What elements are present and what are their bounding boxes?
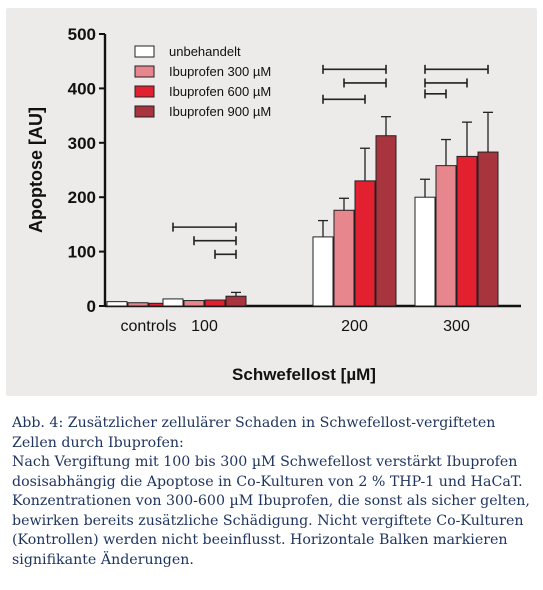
bar xyxy=(333,209,355,307)
bar xyxy=(477,151,499,307)
bar xyxy=(162,298,184,307)
figure-caption: Abb. 4: Zusätzlicher zellulärer Schaden … xyxy=(12,414,532,570)
caption-body: Nach Vergiftung mit 100 bis 300 µM Schwe… xyxy=(12,454,530,568)
x-axis-title: Schwefellost [µM] xyxy=(232,365,376,384)
y-tick-label: 200 xyxy=(68,188,96,207)
bar xyxy=(375,135,397,307)
y-axis-title: Apoptose [AU] xyxy=(26,107,46,233)
bar-chart: 0 100 200 300 400 500 controls 100 200 300 unbehan… xyxy=(26,25,521,384)
legend-swatch xyxy=(134,65,155,78)
legend-swatch xyxy=(134,45,155,58)
x-tick-label: 300 xyxy=(443,318,470,335)
bar xyxy=(106,301,128,307)
figure-panel: 0 100 200 300 400 500 controls 100 200 300 unbehan… xyxy=(6,8,537,396)
x-tick-label: 200 xyxy=(341,318,368,335)
y-tick-label: 100 xyxy=(68,243,96,262)
bar xyxy=(435,165,457,307)
y-tick-label: 400 xyxy=(68,79,96,98)
caption-title: Abb. 4: Zusätzlicher zellulärer Schaden … xyxy=(12,415,496,451)
legend-swatch xyxy=(134,85,155,98)
legend-label: Ibuprofen 300 µM xyxy=(169,64,271,79)
bar xyxy=(414,196,436,307)
legend-label: Ibuprofen 600 µM xyxy=(169,84,271,99)
bar xyxy=(456,155,478,307)
bar xyxy=(127,302,149,307)
legend-swatch xyxy=(134,105,155,118)
bar xyxy=(225,295,247,307)
bar xyxy=(312,236,334,307)
bar xyxy=(354,180,376,307)
x-tick-label: controls xyxy=(120,318,176,335)
y-tick-label: 0 xyxy=(87,297,96,316)
legend-label: Ibuprofen 900 µM xyxy=(169,104,271,119)
x-tick-label: 100 xyxy=(191,318,218,335)
y-tick-label: 300 xyxy=(68,134,96,153)
bar xyxy=(183,300,205,307)
bar xyxy=(204,299,226,307)
y-tick-label: 500 xyxy=(68,25,96,44)
legend-label: unbehandelt xyxy=(169,44,241,59)
